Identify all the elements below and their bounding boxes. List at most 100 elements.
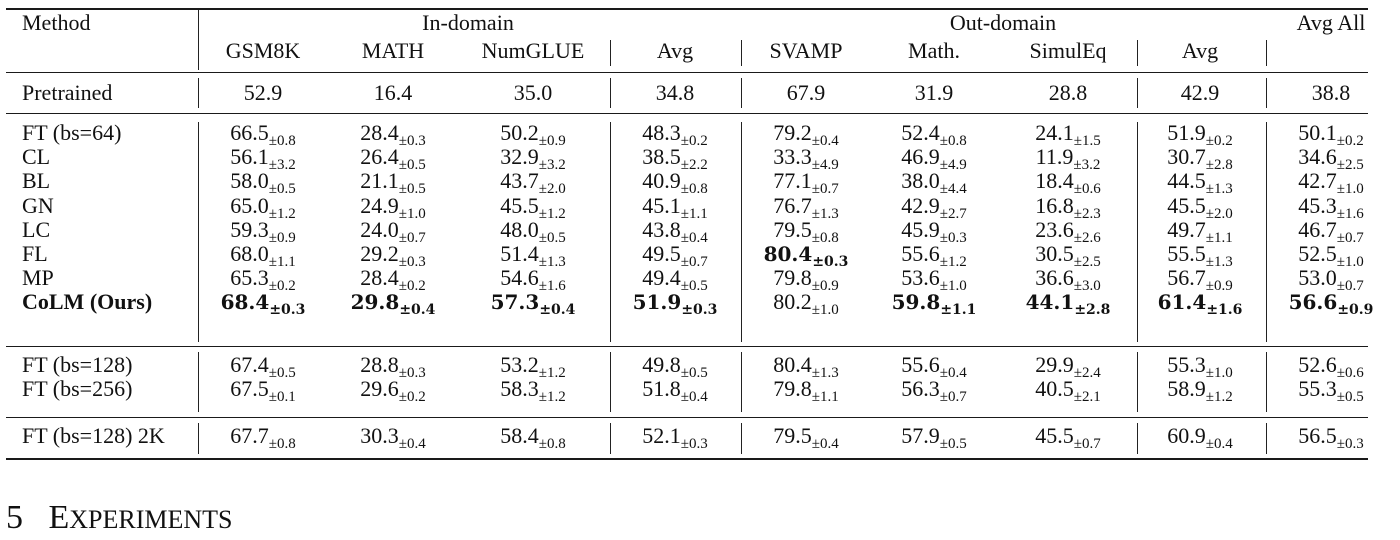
- cell-math: 21.1±0.5: [360, 168, 425, 197]
- cell-std: ±3.0: [1073, 278, 1101, 295]
- cell-std: ±1.1: [811, 389, 839, 406]
- cell-gsm8k: 65.0±1.2: [230, 193, 295, 222]
- method-label: GN: [22, 192, 54, 218]
- cell-value: 26.4: [360, 144, 399, 170]
- cell-value: 11.9: [1035, 144, 1074, 170]
- cell-std: ±0.3: [681, 302, 718, 319]
- cell-mathqa: 55.6±0.4: [901, 352, 966, 381]
- cell-simuleq: 18.4±0.6: [1035, 168, 1101, 198]
- cell-value: 42.9: [901, 192, 940, 218]
- out-domain-header: Out-domain: [949, 10, 1057, 35]
- cell-svamp: 77.1±0.7: [773, 168, 838, 197]
- cell-std: ±0.3: [939, 229, 967, 246]
- column-separator: [610, 78, 611, 108]
- column-separator: [610, 122, 611, 342]
- method-header: Method: [22, 10, 91, 35]
- cell-std: ±3.2: [268, 157, 296, 174]
- method-label: FT (bs=256): [22, 376, 133, 402]
- avg-all-header: Avg All: [1296, 10, 1366, 35]
- cell-gsm8k: 67.5±0.1: [230, 376, 295, 405]
- cell-value: 80.2: [773, 289, 812, 315]
- cell-value: 52.6: [1298, 352, 1337, 377]
- cell-value: 36.6: [1035, 265, 1074, 291]
- cell-math: 26.4±0.5: [360, 144, 425, 173]
- cell-value: 61.4: [1157, 290, 1207, 315]
- method-label: MP: [22, 265, 54, 291]
- cell-value: 58.9: [1167, 376, 1206, 402]
- cell-value: 44.1: [1025, 290, 1075, 315]
- method-label: CoLM (Ours): [22, 289, 153, 315]
- cell-simuleq: 30.5±2.5: [1035, 241, 1100, 270]
- cell-value: 67.5: [230, 376, 269, 402]
- cell-numglue: 48.0±0.5: [500, 217, 565, 246]
- cell-std: ±0.8: [268, 436, 296, 452]
- cell-avg-all: 45.3±1.6: [1298, 192, 1363, 222]
- cell-value: 68.0: [230, 241, 269, 266]
- cell-mathqa: 45.9±0.3: [901, 217, 967, 246]
- cell-out-avg: 61.4±1.6: [1157, 289, 1243, 317]
- cell-std: ±0.6: [1336, 365, 1364, 381]
- cell-std: ±0.6: [1073, 181, 1101, 198]
- cell-std: ±0.8: [268, 133, 296, 149]
- cell-value: 68.4: [220, 290, 270, 315]
- cell-value: 55.3: [1298, 376, 1337, 402]
- cell-mathqa: 53.6±1.0: [901, 265, 966, 294]
- cell-value: 79.8: [773, 376, 812, 402]
- cell-gsm8k: 58.0±0.5: [230, 168, 295, 197]
- cell-numglue: 57.3±0.4: [491, 289, 576, 317]
- method-label: FT (bs=64): [22, 120, 122, 145]
- cell-mathqa: 46.9±4.9: [901, 144, 967, 174]
- cell-value: 45.3: [1298, 192, 1337, 218]
- column-separator: [1266, 423, 1267, 454]
- column-separator: [1137, 122, 1138, 342]
- cell-std: ±1.0: [1336, 181, 1364, 198]
- cell-math: 28.8±0.3: [360, 352, 425, 381]
- cell-mathqa: 59.8±1.1: [892, 289, 977, 317]
- column-separator: [1137, 352, 1138, 412]
- cell-in-avg: 38.5±2.2: [642, 144, 707, 173]
- column-separator: [610, 352, 611, 412]
- method-label: FL: [22, 241, 48, 266]
- cell-std: ±0.2: [680, 133, 708, 149]
- cell-std: ±0.4: [680, 229, 708, 246]
- column-separator: [198, 122, 199, 342]
- cell-avg-all: 55.3±0.5: [1298, 376, 1363, 405]
- cell-value: 66.5: [230, 120, 269, 145]
- cell-std: ±1.2: [939, 254, 967, 270]
- cell-mathqa: 55.6±1.2: [901, 241, 967, 270]
- cell-value: 51.8: [642, 376, 681, 402]
- column-separator: [1266, 122, 1267, 342]
- cell-value: 28.4: [360, 265, 399, 291]
- section-title-initial: E: [48, 499, 70, 536]
- cell-std: ±4.9: [939, 157, 967, 174]
- in-domain-header: In-domain: [422, 10, 514, 35]
- cell-std: ±0.9: [1337, 302, 1374, 319]
- cell-value: 55.6: [901, 241, 940, 266]
- cell-value: 43.7: [500, 168, 539, 194]
- cell-value: 67.7: [230, 423, 269, 448]
- cell-value: 52.4: [901, 120, 940, 145]
- cell-gsm8k: 68.4±0.3: [220, 289, 306, 317]
- cell-value: 52.1: [642, 423, 681, 448]
- cell-std: ±0.9: [268, 229, 296, 246]
- cell-gsm8k: 59.3±0.9: [230, 217, 296, 246]
- cell-value: 51.4: [500, 241, 539, 266]
- cell-math: 29.2±0.3: [360, 241, 425, 270]
- cell-std: ±0.3: [680, 436, 708, 452]
- cell-numglue: 50.2±0.9: [500, 120, 565, 149]
- cell-svamp: 79.5±0.4: [773, 423, 838, 452]
- cell-out-avg: 44.5±1.3: [1167, 168, 1232, 197]
- method-label: FT (bs=128) 2K: [22, 423, 165, 448]
- cell-value: 65.3: [230, 265, 269, 291]
- cell-gsm8k: 66.5±0.8: [230, 120, 296, 149]
- cell-mathqa: 52.4±0.8: [901, 120, 966, 149]
- cell-value: 52.5: [1298, 241, 1337, 266]
- cell-value: 79.5: [773, 423, 812, 448]
- pretrained-rule: [6, 113, 1368, 114]
- cell-std: ±1.2: [538, 389, 566, 406]
- cell-value: 45.5: [500, 192, 539, 218]
- cell-numglue: 35.0: [513, 80, 553, 105]
- cell-std: ±2.8: [1205, 157, 1233, 174]
- column-separator: [741, 40, 742, 66]
- cell-value: 50.2: [500, 120, 539, 145]
